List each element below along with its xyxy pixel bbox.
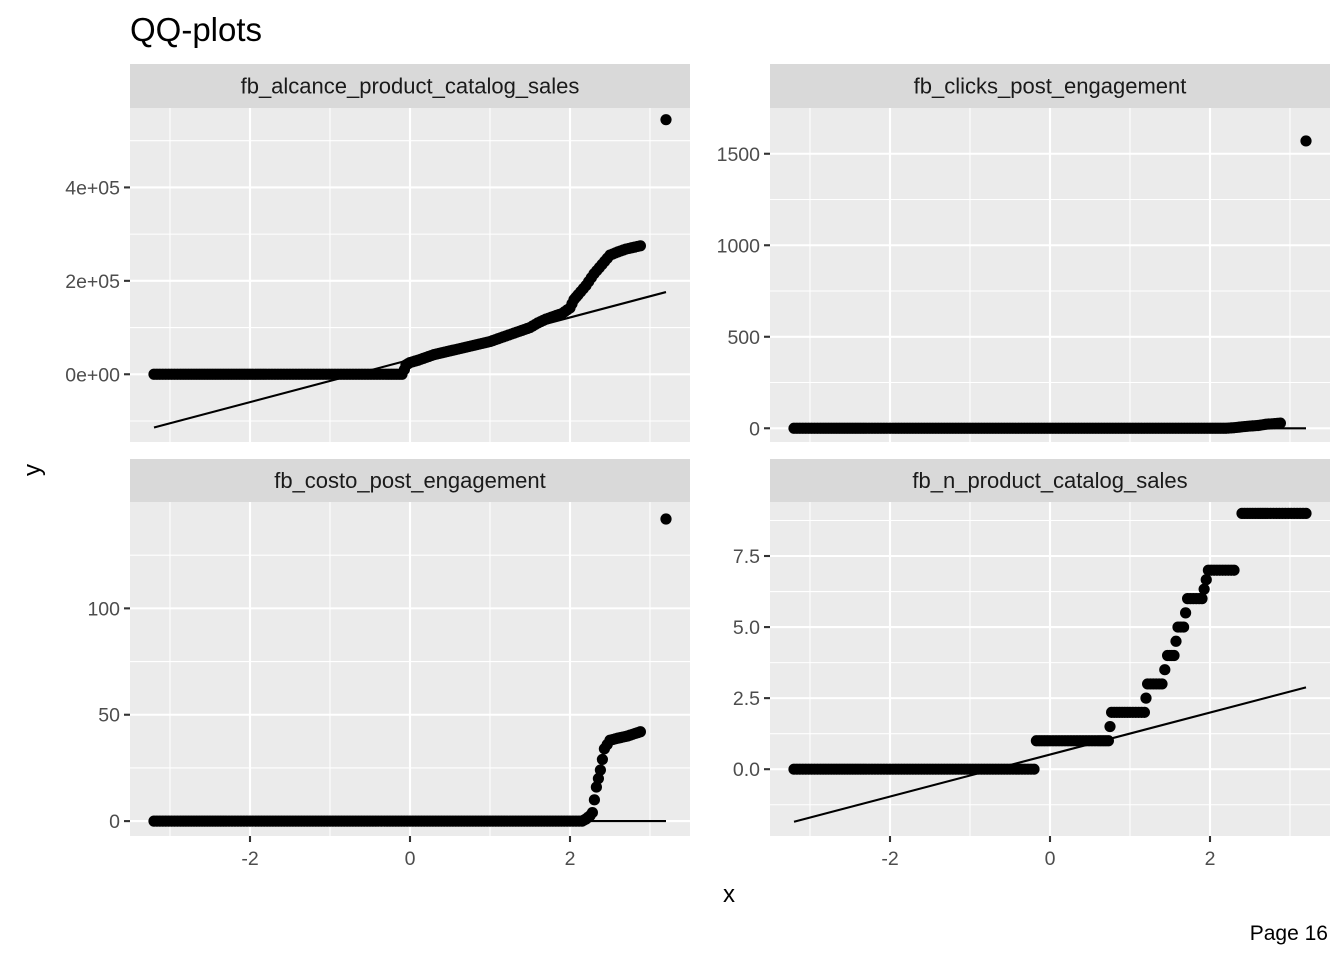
- y-tick-label: 2.5: [733, 688, 760, 710]
- facet-strip-label: fb_costo_post_engagement: [274, 468, 546, 493]
- y-tick-label: 0: [109, 811, 120, 833]
- qq-point-fill: [1175, 621, 1187, 633]
- qq-point-fill: [596, 753, 609, 766]
- qq-point-fill: [1170, 635, 1182, 647]
- qq-point-fill: [1297, 507, 1309, 519]
- qq-point: [594, 764, 607, 776]
- facet-panel: fb_clicks_post_engagement 0 500 1000 1500: [717, 64, 1330, 442]
- qq-point-fill: [1271, 417, 1284, 429]
- qq-point-fill: [588, 794, 601, 806]
- qq-point: [1300, 135, 1312, 147]
- y-tick-label: 50: [98, 705, 120, 727]
- qq-point: [590, 781, 603, 793]
- qq-point: [660, 513, 672, 525]
- facet-panels: fb_alcance_product_catalog_sales 0e+00 2e+…: [65, 64, 1330, 870]
- facet-strip: [770, 459, 1330, 502]
- qq-point: [660, 114, 672, 126]
- figure-title: QQ-plots: [130, 11, 262, 48]
- x-tick-label: 2: [565, 848, 576, 870]
- page-number: Page 16: [1250, 922, 1328, 945]
- qq-point-fill: [1193, 593, 1205, 605]
- facet-strip: [770, 64, 1330, 108]
- y-tick-label: 1500: [717, 144, 761, 166]
- qq-point-fill: [1025, 763, 1037, 775]
- y-tick-label: 100: [87, 598, 120, 620]
- qq-reference-line: [793, 686, 1307, 823]
- y-axis-title: y: [19, 464, 46, 476]
- y-tick-label: 5.0: [733, 617, 760, 639]
- qq-point-fill: [592, 772, 605, 785]
- qq-reference-line: [153, 291, 667, 429]
- qq-points: [148, 114, 672, 380]
- x-tick-label: -2: [241, 848, 258, 870]
- facet-panel: fb_alcance_product_catalog_sales 0e+00 2e+…: [65, 64, 690, 442]
- y-tick-label: 0e+00: [65, 364, 120, 386]
- qq-point-fill: [1135, 706, 1148, 718]
- y-tick-label: 1000: [717, 235, 761, 257]
- x-tick-label: -2: [881, 848, 898, 870]
- qq-point-fill: [393, 368, 405, 380]
- qq-points: [788, 507, 1312, 775]
- facet-strip: [130, 459, 690, 502]
- facet-panel: fb_n_product_catalog_sales 0.0 2.5 5.0 7.5 -2…: [733, 459, 1330, 870]
- facet-strip-label: fb_alcance_product_catalog_sales: [241, 74, 580, 99]
- y-tick-label: 500: [727, 327, 760, 349]
- x-tick-label: 2: [1205, 848, 1216, 870]
- qq-point-fill: [1159, 664, 1171, 676]
- y-tick-label: 7.5: [733, 546, 760, 568]
- x-axis-title: x: [723, 881, 735, 908]
- qq-point-fill: [1225, 564, 1237, 576]
- y-tick-label: 2e+05: [65, 271, 120, 293]
- qq-point-fill: [631, 240, 644, 253]
- qq-point-fill: [1180, 607, 1192, 619]
- qq-point-fill: [1166, 649, 1178, 662]
- facet-panel: fb_costo_post_engagement 0 50 100 -2 0 2: [87, 459, 690, 870]
- facet-strip: [130, 64, 690, 108]
- facet-strip-label: fb_n_product_catalog_sales: [912, 468, 1187, 493]
- qq-point-fill: [1200, 574, 1212, 586]
- y-tick-label: 0: [749, 418, 760, 440]
- y-tick-label: 0.0: [733, 759, 760, 781]
- facet-strip-label: fb_clicks_post_engagement: [914, 74, 1187, 99]
- qq-point-fill: [1198, 583, 1210, 595]
- qq-point-fill: [1140, 692, 1152, 704]
- qq-point-fill: [1153, 678, 1165, 690]
- qq-point-fill: [1104, 720, 1116, 733]
- qq-point-fill: [632, 727, 644, 739]
- x-tick-label: 0: [405, 848, 416, 870]
- x-tick-label: 0: [1045, 848, 1056, 870]
- y-tick-label: 4e+05: [65, 177, 120, 199]
